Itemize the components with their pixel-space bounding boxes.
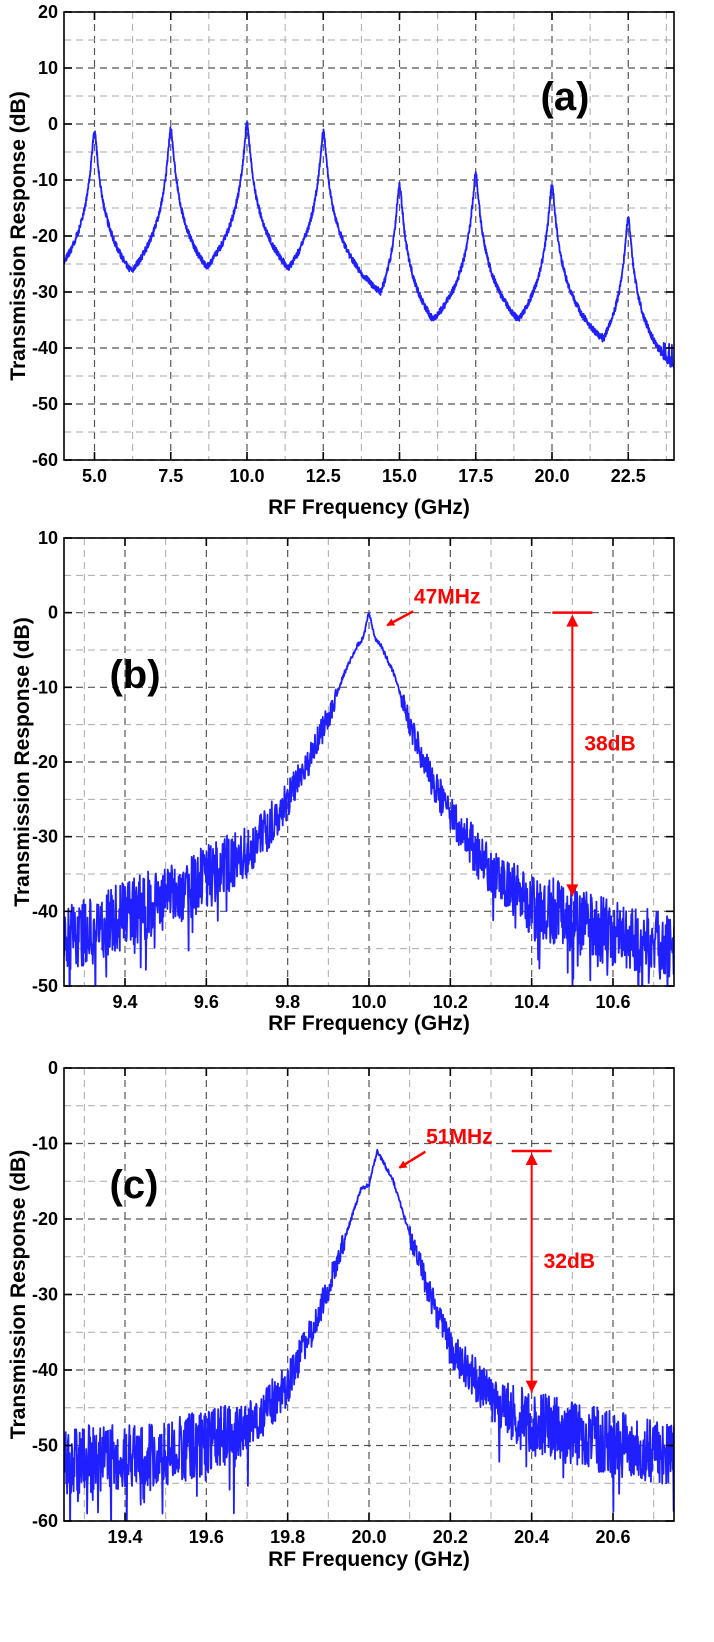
bandwidth-label: 51MHz bbox=[426, 1126, 493, 1149]
y-tick-label: -40 bbox=[32, 1360, 58, 1380]
x-tick-label: 10.4 bbox=[514, 992, 549, 1012]
suppression-arrowhead-top bbox=[566, 614, 579, 627]
x-tick-label: 5.0 bbox=[82, 466, 107, 486]
suppression-arrowhead-top bbox=[525, 1153, 538, 1166]
x-tick-label: 7.5 bbox=[158, 466, 183, 486]
y-tick-label: 20 bbox=[38, 2, 58, 22]
y-tick-label: -20 bbox=[32, 752, 58, 772]
bandwidth-label: 47MHz bbox=[414, 585, 481, 608]
y-tick-label: -10 bbox=[32, 170, 58, 190]
x-tick-label: 10.2 bbox=[433, 992, 468, 1012]
y-tick-label: 10 bbox=[38, 528, 58, 548]
y-tick-label: -30 bbox=[32, 827, 58, 847]
series-line bbox=[64, 121, 674, 369]
x-tick-label: 20.0 bbox=[351, 1527, 386, 1547]
series-line bbox=[64, 612, 674, 986]
y-tick-label: -30 bbox=[32, 282, 58, 302]
y-axis-label: Transmission Response (dB) bbox=[7, 1150, 30, 1439]
suppression-label: 38dB bbox=[584, 733, 635, 756]
suppression-arrowhead-bottom bbox=[525, 1380, 538, 1393]
x-tick-label: 10.0 bbox=[351, 992, 386, 1012]
chart-panel-c: 19.4 19.6 19.8 20.0 20.2 20.4 20.6 -60 -50 -40 -30… bbox=[7, 1058, 675, 1571]
x-tick-label: 20.4 bbox=[514, 1527, 549, 1547]
x-tick-label: 20.6 bbox=[595, 1527, 630, 1547]
bandwidth-arrow bbox=[386, 610, 414, 627]
x-tick-label: 12.5 bbox=[306, 466, 341, 486]
x-tick-label: 22.5 bbox=[611, 466, 646, 486]
panel-label: (b) bbox=[109, 653, 160, 697]
x-axis-label: RF Frequency (GHz) bbox=[268, 1012, 470, 1035]
y-tick-label: 0 bbox=[48, 603, 58, 623]
panel-label: (c) bbox=[110, 1163, 159, 1207]
chart-panel-a: 5.0 7.5 10.0 12.5 15.0 17.5 20.0 22.5 -60 -50 -40 -… bbox=[7, 2, 675, 519]
x-tick-label: 15.0 bbox=[382, 466, 417, 486]
y-tick-label: 0 bbox=[48, 114, 58, 134]
x-axis-label: RF Frequency (GHz) bbox=[268, 1548, 470, 1571]
y-tick-label: -30 bbox=[32, 1285, 58, 1305]
x-tick-label: 19.6 bbox=[189, 1527, 224, 1547]
x-tick-label: 20.0 bbox=[534, 466, 569, 486]
x-axis-label: RF Frequency (GHz) bbox=[268, 496, 470, 519]
x-tick-label: 19.4 bbox=[107, 1527, 142, 1547]
y-axis-label: Transmission Response (dB) bbox=[11, 617, 34, 906]
suppression-arrowhead-bottom bbox=[566, 884, 579, 897]
y-tick-label: -10 bbox=[32, 1134, 58, 1154]
suppression-label: 32dB bbox=[544, 1250, 595, 1273]
x-tick-label: 17.5 bbox=[458, 466, 493, 486]
x-tick-label: 9.4 bbox=[112, 992, 137, 1012]
chart-panel-b: 9.4 9.6 9.8 10.0 10.2 10.4 10.6 -50 -40 -30 -20 -10… bbox=[11, 528, 675, 1035]
y-tick-label: -60 bbox=[32, 1511, 58, 1531]
x-tick-label: 9.6 bbox=[194, 992, 219, 1012]
x-tick-label: 20.2 bbox=[433, 1527, 468, 1547]
x-tick-label: 10.0 bbox=[229, 466, 264, 486]
series-line bbox=[64, 1148, 674, 1521]
y-tick-label: -20 bbox=[32, 1209, 58, 1229]
panel-label: (a) bbox=[541, 75, 590, 119]
x-tick-label: 19.8 bbox=[270, 1527, 305, 1547]
y-tick-label: -50 bbox=[32, 394, 58, 414]
y-tick-label: -20 bbox=[32, 226, 58, 246]
y-tick-label: -40 bbox=[32, 338, 58, 358]
y-tick-label: -50 bbox=[32, 976, 58, 996]
y-tick-label: -40 bbox=[32, 901, 58, 921]
y-tick-label: -50 bbox=[32, 1436, 58, 1456]
y-tick-label: 0 bbox=[48, 1058, 58, 1078]
y-tick-label: 10 bbox=[38, 58, 58, 78]
bandwidth-arrow bbox=[398, 1150, 427, 1169]
x-tick-label: 9.8 bbox=[275, 992, 300, 1012]
y-axis-label: Transmission Response (dB) bbox=[7, 91, 30, 380]
y-tick-label: -10 bbox=[32, 677, 58, 697]
y-tick-label: -60 bbox=[32, 450, 58, 470]
x-tick-label: 10.6 bbox=[595, 992, 630, 1012]
